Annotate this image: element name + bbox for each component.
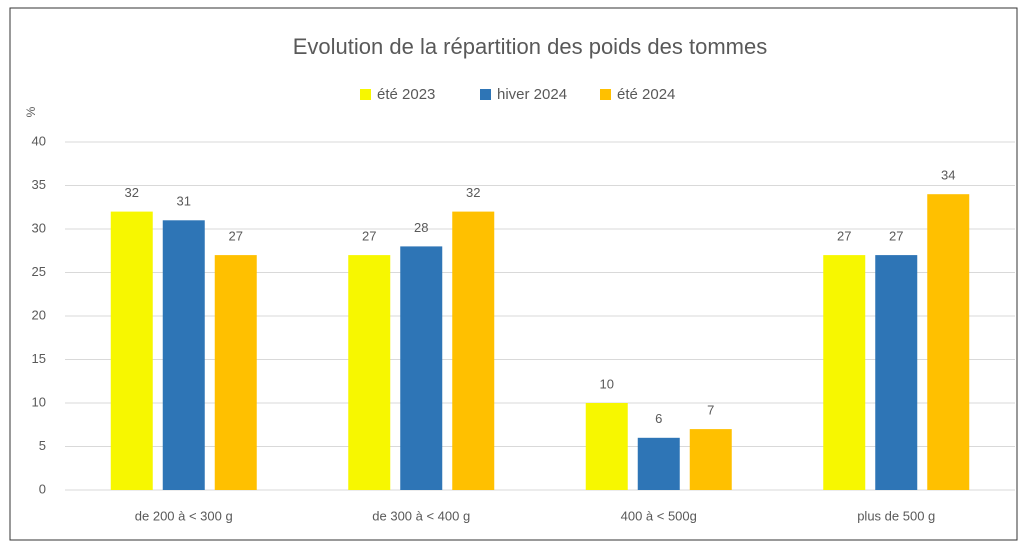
x-tick-label: de 200 à < 300 g [135, 508, 233, 523]
bar [110, 211, 153, 490]
y-tick-label: 0 [39, 481, 46, 496]
y-tick-label: 40 [32, 133, 46, 148]
bar [214, 255, 257, 490]
y-tick-label: 20 [32, 307, 46, 322]
data-label: 27 [362, 229, 376, 244]
bar [348, 255, 391, 490]
data-label: 34 [941, 168, 955, 183]
data-label: 27 [229, 229, 243, 244]
y-tick-label: 30 [32, 220, 46, 235]
data-label: 7 [707, 403, 714, 418]
data-label: 27 [889, 229, 903, 244]
x-tick-label: 400 à < 500g [621, 508, 697, 523]
data-label: 32 [125, 185, 139, 200]
data-label: 6 [655, 411, 662, 426]
bar [452, 211, 495, 490]
legend-swatch [600, 89, 611, 100]
data-label: 32 [466, 185, 480, 200]
bar [823, 255, 866, 490]
chart-title: Evolution de la répartition des poids de… [293, 34, 767, 59]
y-tick-label: 25 [32, 264, 46, 279]
y-axis-label: % [24, 106, 38, 117]
legend-swatch [360, 89, 371, 100]
bar [927, 194, 970, 490]
legend-swatch [480, 89, 491, 100]
y-tick-label: 5 [39, 438, 46, 453]
legend-label: été 2023 [377, 86, 435, 103]
y-tick-label: 15 [32, 351, 46, 366]
bar [689, 429, 732, 490]
data-label: 27 [837, 229, 851, 244]
y-tick-label: 10 [32, 394, 46, 409]
legend-label: été 2024 [617, 86, 675, 103]
bar [400, 246, 443, 490]
bar [875, 255, 918, 490]
data-label: 31 [177, 194, 191, 209]
bar [162, 220, 205, 491]
legend-label: hiver 2024 [497, 86, 567, 103]
y-tick-label: 35 [32, 177, 46, 192]
bar [585, 403, 628, 490]
x-tick-label: plus de 500 g [857, 508, 935, 523]
bar [637, 437, 680, 490]
x-tick-label: de 300 à < 400 g [372, 508, 470, 523]
data-label: 28 [414, 220, 428, 235]
data-label: 10 [600, 376, 614, 391]
